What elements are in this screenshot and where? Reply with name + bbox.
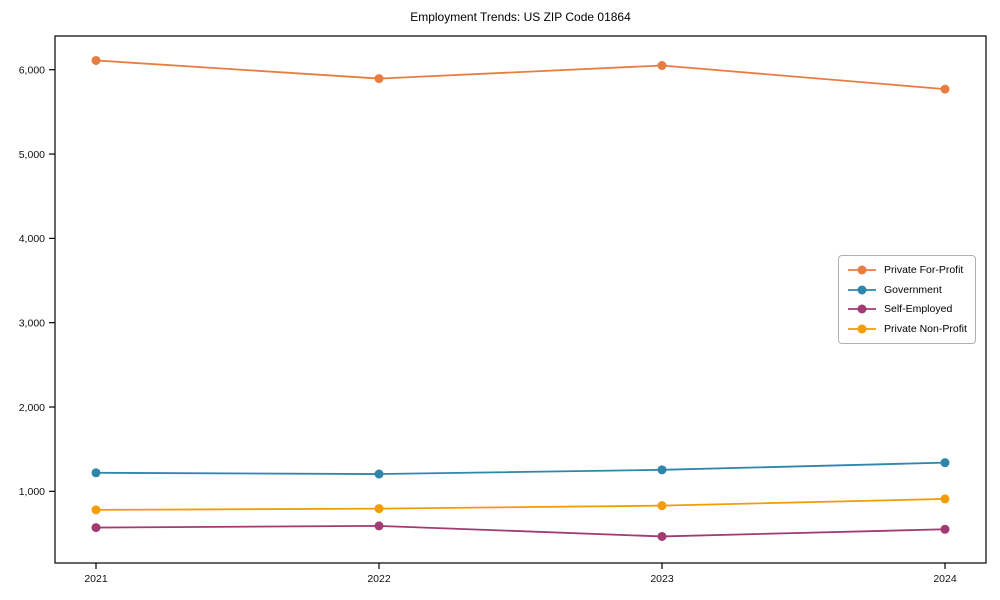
chart-title: Employment Trends: US ZIP Code 01864 (410, 10, 631, 24)
y-tick-label: 5,000 (19, 149, 45, 161)
y-tick-label: 1,000 (19, 486, 45, 498)
data-point-private-for-profit (940, 84, 950, 94)
y-tick-label: 3,000 (19, 317, 45, 329)
x-tick-label: 2023 (650, 573, 674, 585)
data-point-government (374, 469, 384, 479)
legend-item-government: Government (847, 281, 967, 299)
legend-item-private-for-profit: Private For-Profit (847, 261, 967, 279)
data-point-self-employed (657, 531, 667, 541)
data-point-private-non-profit (91, 505, 101, 515)
y-tick-label: 6,000 (19, 65, 45, 77)
data-point-private-for-profit (657, 61, 667, 71)
data-point-private-non-profit (657, 501, 667, 511)
x-tick-label: 2021 (84, 573, 108, 585)
y-tick-label: 4,000 (19, 233, 45, 245)
legend-item-self-employed: Self-Employed (847, 300, 967, 318)
data-point-government (940, 458, 950, 468)
data-point-self-employed (374, 521, 384, 531)
legend-item-private-non-profit: Private Non-Profit (847, 320, 967, 338)
data-point-private-non-profit (940, 494, 950, 504)
series-line-private-for-profit (95, 59, 946, 91)
y-tick-label: 2,000 (19, 402, 45, 414)
legend-label: Private Non-Profit (884, 322, 967, 335)
series-line-private-non-profit (95, 498, 946, 511)
legend-marker-icon (848, 285, 876, 295)
data-point-private-for-profit (91, 55, 101, 65)
data-point-government (91, 468, 101, 478)
plot-border (54, 35, 987, 564)
data-point-self-employed (91, 523, 101, 533)
legend-label: Government (884, 283, 942, 296)
x-tick-label: 2024 (933, 573, 957, 585)
x-tick-label: 2022 (367, 573, 391, 585)
data-point-government (657, 465, 667, 475)
data-point-private-for-profit (374, 74, 384, 84)
legend-marker-icon (848, 304, 876, 314)
legend: Private For-Profit Government Self-Employe… (838, 255, 976, 344)
data-point-self-employed (940, 524, 950, 534)
legend-label: Self-Employed (884, 303, 953, 316)
series-line-self-employed (95, 524, 946, 538)
data-point-private-non-profit (374, 504, 384, 514)
legend-marker-icon (848, 265, 876, 275)
legend-label: Private For-Profit (884, 264, 964, 276)
legend-marker-icon (848, 324, 876, 334)
series-line-government (95, 461, 946, 475)
